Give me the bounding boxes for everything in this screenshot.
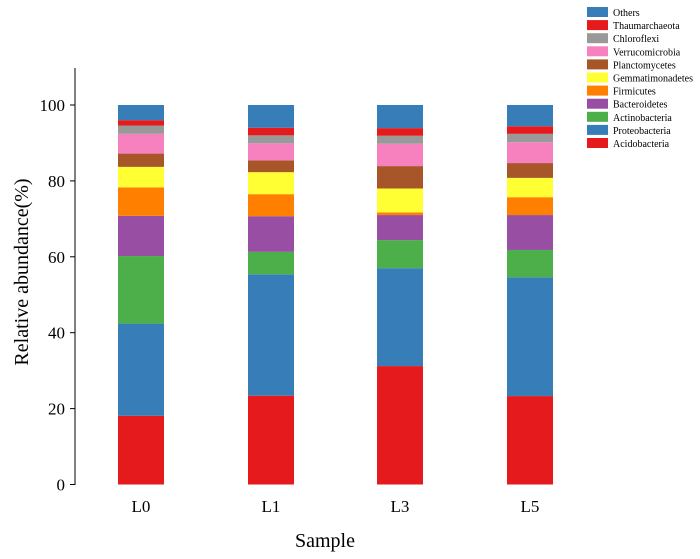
y-tick-label: 40 <box>48 324 65 343</box>
bar-segment-L1-thaumarchaeota <box>248 127 294 136</box>
legend-label: Firmicutes <box>613 87 656 98</box>
legend-label: Proteobacteria <box>613 126 671 137</box>
x-ticks: L0 L1 L3 L5 <box>132 497 540 516</box>
bar-segment-L5-firmicutes <box>507 197 553 216</box>
legend-swatch <box>587 98 608 109</box>
legend-swatch <box>587 111 608 122</box>
legend-swatch <box>587 85 608 96</box>
bar-segment-L5-verrucomicrobia <box>507 142 553 164</box>
legend-swatch <box>587 138 608 148</box>
x-tick-label: L1 <box>262 497 281 516</box>
bar-segment-L5-bacteroidetes <box>507 215 553 250</box>
bar-segment-L1-proteobacteria <box>248 274 294 396</box>
legend-label: Verrucomicrobia <box>613 47 681 58</box>
y-tick-label: 60 <box>48 248 65 267</box>
legend-label: Chloroflexi <box>613 34 659 45</box>
bar-segment-L1-actinobacteria <box>248 251 294 275</box>
legend-swatch <box>587 124 608 135</box>
legend-swatch <box>587 72 608 83</box>
bar-segment-L1-acidobacteria <box>248 395 294 485</box>
legend-label: Bacteroidetes <box>613 100 668 111</box>
y-tick-label: 0 <box>57 476 66 495</box>
bar-segment-L1-others <box>248 105 294 128</box>
legend-label: Planctomycetes <box>613 60 676 71</box>
bar-segment-L0-bacteroidetes <box>118 215 164 257</box>
bar-segment-L0-others <box>118 105 164 121</box>
legend-label: Gemmatimonadetes <box>613 74 693 85</box>
legend-swatch <box>587 33 608 44</box>
bar-segment-L0-planctomycetes <box>118 153 164 167</box>
bar-segment-L0-proteobacteria <box>118 323 164 416</box>
bars-group <box>118 105 553 485</box>
legend-label: Thaumarchaeota <box>613 21 680 32</box>
bar-segment-L0-acidobacteria <box>118 415 164 485</box>
bar-segment-L1-firmicutes <box>248 194 294 217</box>
bar-segment-L3-firmicutes <box>377 212 423 216</box>
bar-segment-L5-others <box>507 105 553 127</box>
legend: Others Thaumarchaeota Chloroflexi Verrucomi… <box>587 7 693 150</box>
bar-segment-L5-acidobacteria <box>507 396 553 485</box>
y-tick-label: 80 <box>48 172 65 191</box>
legend-swatch <box>587 20 608 31</box>
bar-segment-L5-thaumarchaeota <box>507 126 553 134</box>
bar-segment-L0-chloroflexi <box>118 125 164 134</box>
bar-segment-L1-chloroflexi <box>248 135 294 144</box>
bar-segment-L3-planctomycetes <box>377 166 423 189</box>
x-tick-label: L5 <box>521 497 540 516</box>
x-tick-label: L3 <box>391 497 410 516</box>
legend-swatch <box>587 7 608 17</box>
bar-segment-L1-verrucomicrobia <box>248 143 294 161</box>
bar-segment-L3-chloroflexi <box>377 135 423 144</box>
y-tick-label: 100 <box>40 96 66 115</box>
bar-segment-L1-bacteroidetes <box>248 216 294 252</box>
bar-segment-L5-actinobacteria <box>507 249 553 278</box>
bar-segment-L1-planctomycetes <box>248 160 294 173</box>
x-axis-label: Sample <box>295 530 355 552</box>
bar-segment-L0-actinobacteria <box>118 256 164 324</box>
bar-segment-L0-gemmatimonadetes <box>118 166 164 188</box>
x-tick-label: L0 <box>132 497 151 516</box>
bar-segment-L0-thaumarchaeota <box>118 120 164 126</box>
legend-label: Others <box>613 8 640 19</box>
bar-segment-L5-proteobacteria <box>507 277 553 397</box>
bar-segment-L3-acidobacteria <box>377 366 423 485</box>
bar-segment-L3-proteobacteria <box>377 268 423 367</box>
legend-label: Acidobacteria <box>613 139 670 150</box>
bar-segment-L5-planctomycetes <box>507 163 553 178</box>
y-tick-label: 20 <box>48 400 65 419</box>
bar-segment-L5-gemmatimonadetes <box>507 177 553 198</box>
legend-swatch <box>587 59 608 70</box>
legend-label: Actinobacteria <box>613 113 672 124</box>
bar-segment-L3-actinobacteria <box>377 240 423 269</box>
y-axis-label: Relative abundance(%) <box>11 178 33 365</box>
bar-segment-L0-firmicutes <box>118 187 164 216</box>
bar-segment-L1-gemmatimonadetes <box>248 172 294 195</box>
bar-segment-L3-others <box>377 105 423 129</box>
bar-segment-L5-chloroflexi <box>507 133 553 143</box>
bar-segment-L3-gemmatimonadetes <box>377 188 423 213</box>
legend-swatch <box>587 46 608 57</box>
bar-segment-L3-bacteroidetes <box>377 215 423 241</box>
bar-segment-L0-verrucomicrobia <box>118 133 164 154</box>
y-ticks: 0 20 40 60 80 100 <box>40 96 75 495</box>
bar-segment-L3-thaumarchaeota <box>377 128 423 136</box>
bar-segment-L3-verrucomicrobia <box>377 143 423 167</box>
